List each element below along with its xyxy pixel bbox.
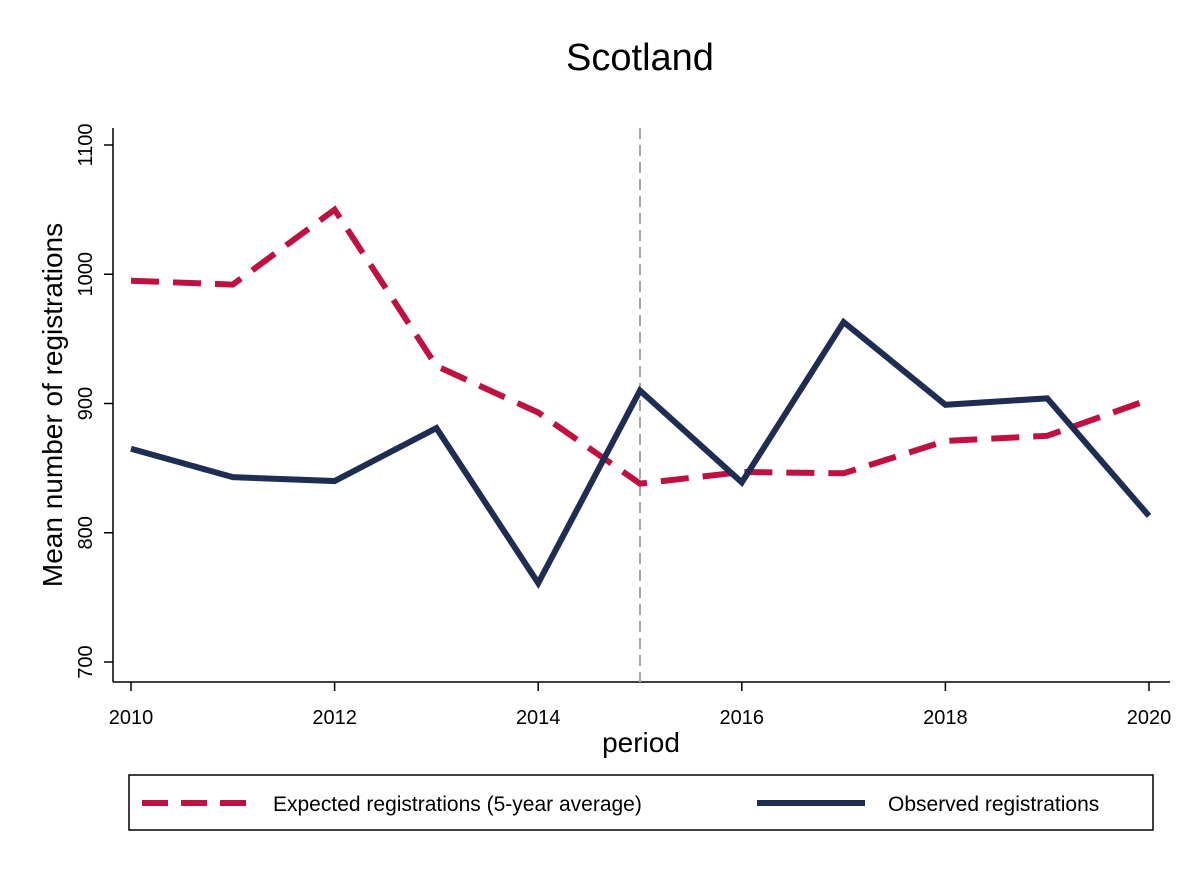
y-tick-label: 700 — [75, 645, 97, 678]
x-axis-label: period — [602, 727, 680, 758]
y-tick-label: 800 — [75, 516, 97, 549]
x-tick-label: 2018 — [923, 707, 968, 729]
x-tick-label: 2020 — [1127, 707, 1172, 729]
y-tick-label: 1100 — [75, 123, 97, 166]
legend-box — [128, 774, 1154, 831]
x-tick-label: 2014 — [516, 707, 561, 729]
y-axis-label: Mean number of registrations — [37, 223, 68, 587]
y-tick-label: 1000 — [75, 252, 97, 297]
x-tick-label: 2016 — [720, 707, 765, 729]
y-tick-label: 900 — [75, 387, 97, 420]
x-tick-label: 2012 — [312, 707, 357, 729]
legend: Expected registrations (5-year average) … — [128, 774, 1154, 831]
legend-label-observed: Observed registrations — [888, 793, 1099, 816]
x-tick-label: 2010 — [109, 707, 154, 729]
series-group — [130, 205, 1152, 590]
x-axis-ticks: 2010 2012 2014 2016 2018 2020 — [109, 682, 1172, 729]
legend-label-expected: Expected registrations (5-year average) — [273, 793, 642, 816]
y-axis-ticks: 700 800 900 1000 1100 — [75, 123, 113, 679]
chart-title: Scotland — [566, 37, 714, 79]
